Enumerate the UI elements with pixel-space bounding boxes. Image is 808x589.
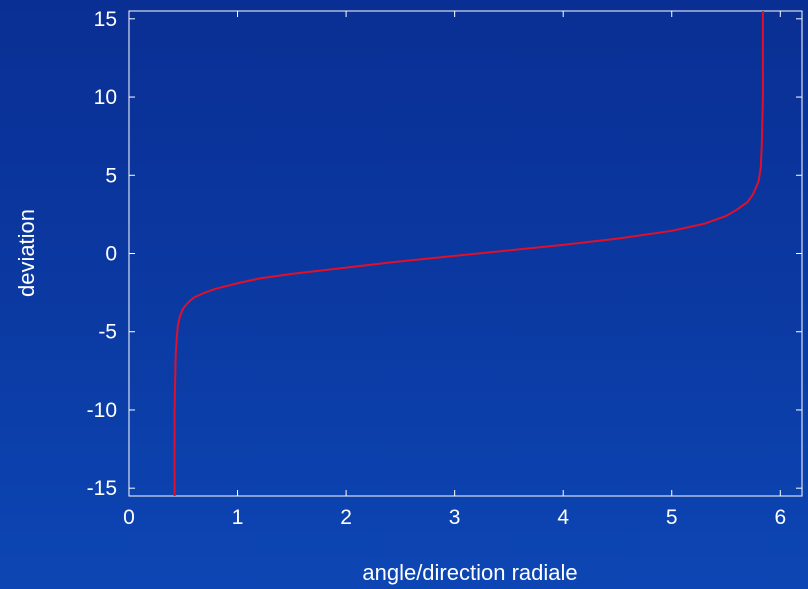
x-tick-label: 4: [557, 506, 569, 529]
series-layer: [173, 11, 764, 496]
y-tick-label: 5: [105, 164, 117, 187]
plot-frame: [128, 10, 803, 497]
y-tick-label: 15: [94, 8, 117, 31]
x-tick-label: 2: [340, 506, 352, 529]
x-tick-label: 6: [774, 506, 786, 529]
y-tick-label: 10: [94, 86, 117, 109]
series-line-0: [173, 11, 764, 496]
x-tick-label: 5: [666, 506, 678, 529]
y-tick-label: -15: [87, 477, 117, 500]
x-tick-label: 0: [123, 506, 135, 529]
y-tick-label: 0: [105, 243, 117, 266]
tick-labels: 0 1 2 3 4 5 6 15 10 5 0 -5 -10 -15: [87, 8, 786, 529]
y-axis-label: deviation: [14, 209, 39, 297]
axis-ticks: [128, 11, 802, 496]
x-tick-label: 1: [232, 506, 244, 529]
y-tick-label: -5: [98, 321, 117, 344]
y-tick-label: -10: [87, 399, 117, 422]
x-tick-label: 3: [449, 506, 461, 529]
x-axis-label: angle/direction radiale: [362, 560, 577, 585]
